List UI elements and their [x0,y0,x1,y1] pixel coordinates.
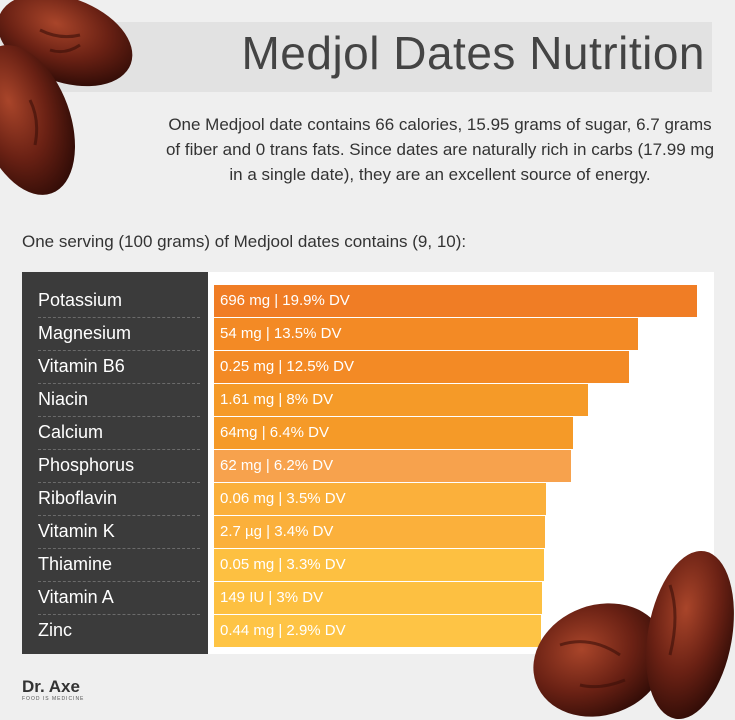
bar-value-label: 62 mg | 6.2% DV [220,457,334,474]
bar: 0.44 mg | 2.9% DV [214,615,541,647]
row-divider [38,515,200,516]
row-label: Vitamin A [38,587,114,607]
bar: 0.25 mg | 12.5% DV [214,351,629,383]
bar-value-label: 64mg | 6.4% DV [220,424,329,441]
row-divider [38,482,200,483]
row-divider [38,614,200,615]
intro-text: One Medjool date contains 66 calories, 1… [165,115,715,184]
bar: 54 mg | 13.5% DV [214,318,639,350]
bar-value-label: 0.05 mg | 3.3% DV [220,556,346,573]
serving-text: One serving (100 grams) of Medjool dates… [22,232,467,251]
brand-logo: Dr. Axe FOOD IS MEDICINE [22,677,85,703]
row-divider [38,581,200,582]
bar: 1.61 mg | 8% DV [214,384,588,416]
dates-image-top [0,0,133,195]
row-divider [38,416,200,417]
row-divider [38,449,200,450]
row-divider [38,548,200,549]
bar: 696 mg | 19.9% DV [214,285,698,317]
logo-main-text: Dr. Axe [22,677,80,696]
row-label: Phosphorus [38,455,135,475]
bar-value-label: 0.25 mg | 12.5% DV [220,358,354,375]
bar: 0.05 mg | 3.3% DV [214,549,545,581]
bar-value-label: 0.44 mg | 2.9% DV [220,622,346,639]
row-divider [38,350,200,351]
row-label: Potassium [38,290,123,310]
bar-value-label: 149 IU | 3% DV [220,589,324,606]
bar-value-label: 1.61 mg | 8% DV [220,391,334,408]
row-label: Riboflavin [38,488,118,508]
row-label: Thiamine [38,554,113,574]
bar: 149 IU | 3% DV [214,582,542,614]
row-label: Niacin [38,389,89,409]
row-label: Magnesium [38,323,132,343]
bar-value-label: 0.06 mg | 3.5% DV [220,490,346,507]
dates-image-bottom [533,550,734,720]
bar-value-label: 696 mg | 19.9% DV [220,292,350,309]
bar-value-label: 2.7 µg | 3.4% DV [220,523,334,540]
nutrition-chart: Potassium 696 mg | 19.9% DV Magnesium 54 mg… [22,272,714,654]
bar: 2.7 µg | 3.4% DV [214,516,546,548]
page-title: Medjol Dates Nutrition [241,27,705,79]
row-divider [38,383,200,384]
row-label: Vitamin B6 [38,356,125,376]
row-label: Zinc [38,620,73,640]
bar: 0.06 mg | 3.5% DV [214,483,547,515]
row-label: Vitamin K [38,521,115,541]
logo-sub-text: FOOD IS MEDICINE [22,696,85,702]
bar-value-label: 54 mg | 13.5% DV [220,325,342,342]
bar: 64mg | 6.4% DV [214,417,573,449]
row-label: Calcium [38,422,104,442]
bar: 62 mg | 6.2% DV [214,450,572,482]
row-divider [38,317,200,318]
label-column [22,272,208,654]
